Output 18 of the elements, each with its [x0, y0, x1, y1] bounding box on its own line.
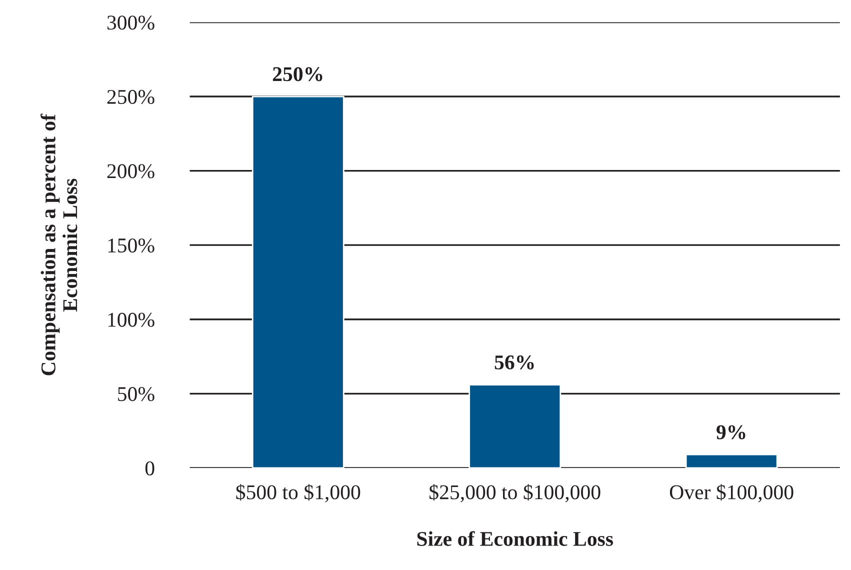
y-tick-label: 0	[145, 461, 154, 476]
x-tick-label: $500 to $1,000	[236, 484, 360, 502]
x-tick-label: $25,000 to $100,000	[430, 484, 600, 502]
data-label: 56%	[494, 355, 534, 370]
data-label: 9%	[716, 425, 746, 440]
y-tick-label: 200%	[107, 164, 154, 178]
y-tick-label: 150%	[108, 238, 154, 253]
y-tick-label: 300%	[107, 16, 154, 30]
data-label: 250%	[272, 67, 322, 82]
y-axis-title: Compensation as a percent of Economic Loss	[40, 114, 78, 376]
bar	[252, 96, 344, 468]
y-tick-label: 50%	[118, 387, 154, 402]
y-tick-label: 250%	[107, 90, 154, 104]
y-tick-label: 100%	[108, 312, 154, 327]
x-axis-title: Size of Economic Loss	[417, 531, 614, 546]
bar	[468, 384, 562, 468]
bar	[685, 454, 778, 468]
x-tick-label: Over $100,000	[670, 484, 794, 502]
